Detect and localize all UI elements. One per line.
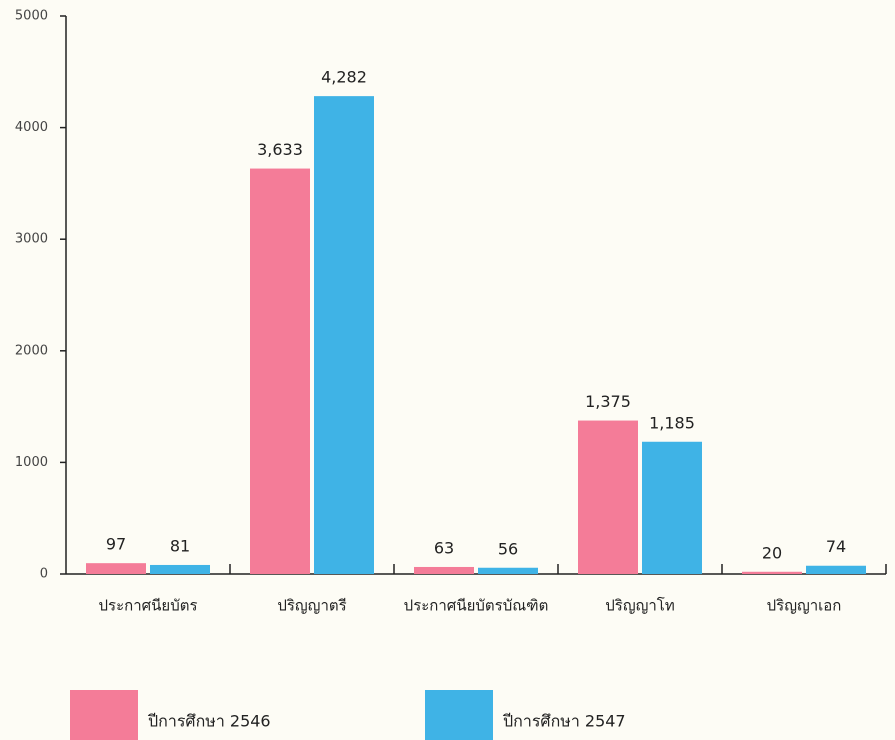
y-tick-label: 2000 bbox=[15, 343, 48, 358]
value-label: 20 bbox=[762, 543, 782, 562]
y-tick-label: 0 bbox=[40, 567, 48, 582]
x-tick-label: ปริญญาเอก bbox=[767, 597, 842, 615]
x-tick-label: ประกาศนียบัตร bbox=[98, 597, 197, 615]
value-label: 81 bbox=[170, 536, 190, 555]
legend-label: ปีการศึกษา 2547 bbox=[503, 712, 626, 731]
bar bbox=[478, 567, 538, 574]
bar bbox=[642, 441, 702, 574]
y-tick-label: 1000 bbox=[15, 455, 48, 470]
x-tick-label: ประกาศนียบัตรบัณฑิต bbox=[404, 597, 549, 615]
value-label: 63 bbox=[434, 538, 454, 557]
bar bbox=[150, 564, 210, 574]
x-tick-label: ปริญญาโท bbox=[605, 597, 675, 615]
value-label: 1,375 bbox=[585, 392, 631, 411]
bar bbox=[86, 563, 146, 574]
legend-swatch bbox=[70, 690, 138, 740]
y-tick-label: 4000 bbox=[15, 120, 48, 135]
value-label: 4,282 bbox=[321, 68, 367, 87]
bar bbox=[578, 420, 638, 574]
bar bbox=[742, 571, 802, 574]
value-label: 56 bbox=[498, 539, 518, 558]
value-label: 1,185 bbox=[649, 413, 695, 432]
y-tick-label: 5000 bbox=[15, 9, 48, 24]
value-label: 97 bbox=[106, 535, 126, 554]
value-label: 3,633 bbox=[257, 140, 303, 159]
bar bbox=[806, 565, 866, 574]
value-label: 74 bbox=[826, 537, 846, 556]
bar bbox=[414, 566, 474, 574]
y-tick-label: 3000 bbox=[15, 232, 48, 247]
bar bbox=[314, 96, 374, 575]
legend-label: ปีการศึกษา 2546 bbox=[148, 712, 271, 731]
legend-swatch bbox=[425, 690, 493, 740]
bar bbox=[250, 168, 310, 575]
x-tick-label: ปริญญาตรี bbox=[277, 597, 346, 615]
